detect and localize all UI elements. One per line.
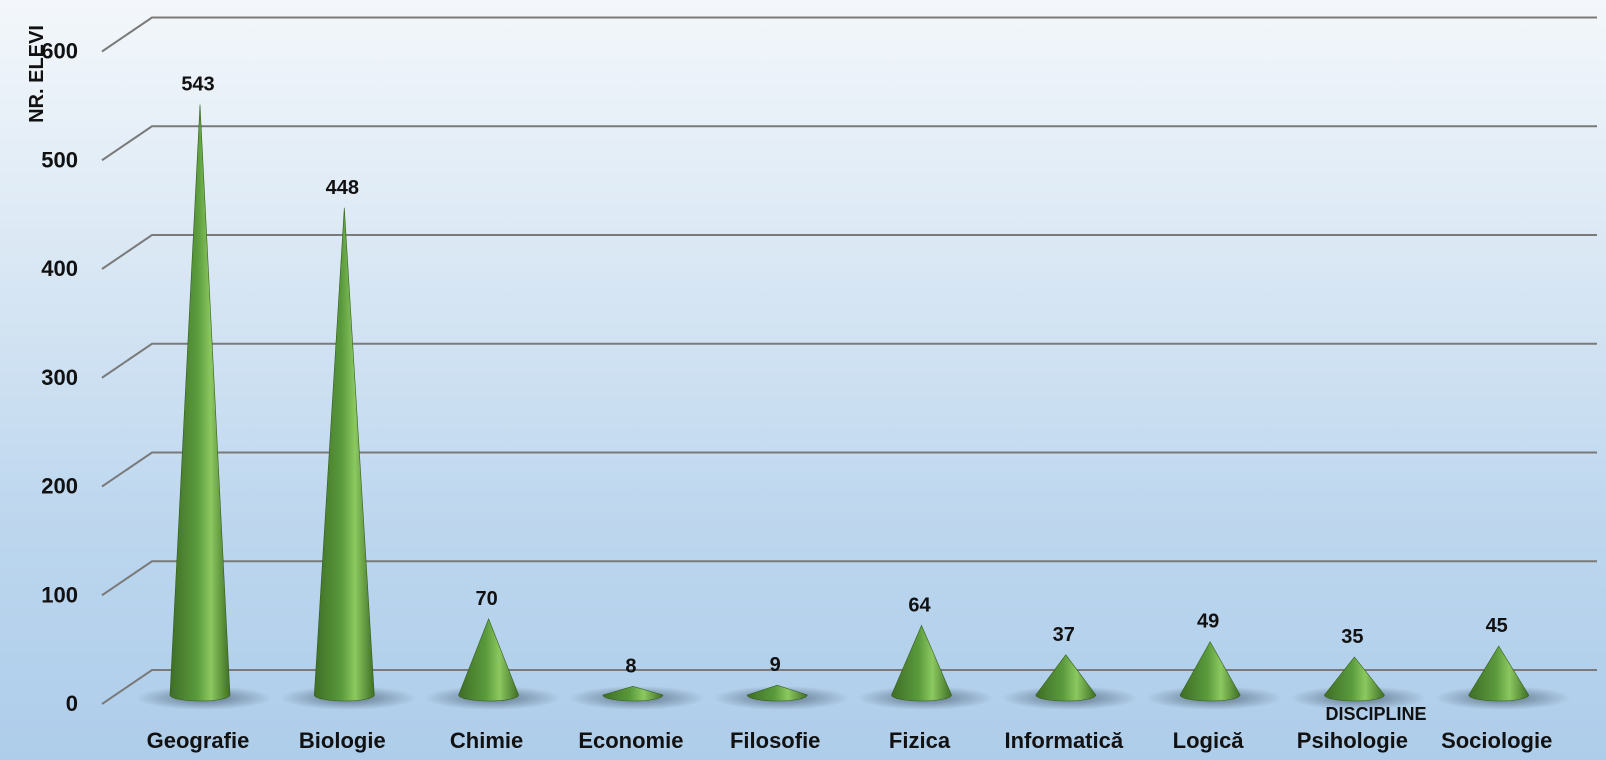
category-label: Logică <box>1173 728 1245 753</box>
cone-informatică <box>1035 654 1097 702</box>
cone-bar <box>1324 656 1385 702</box>
category-label: Informatică <box>1005 728 1124 753</box>
cone-bar <box>1179 641 1241 702</box>
data-labels: 543 448 70 8 9 64 37 49 35 45 <box>181 73 1508 677</box>
data-label: 49 <box>1197 611 1219 633</box>
cone-bar <box>746 684 808 702</box>
y-tick-label: 600 <box>41 39 78 64</box>
category-label: Geografie <box>147 728 250 753</box>
cone-bar <box>602 685 664 702</box>
cone-biologie <box>313 207 375 702</box>
y-tick-label: 500 <box>41 147 78 172</box>
cone-logică <box>1179 641 1241 702</box>
data-label: 64 <box>908 594 931 616</box>
data-label: 543 <box>181 73 214 95</box>
cones <box>169 104 1530 702</box>
data-label: 448 <box>326 177 359 199</box>
category-label: Psihologie <box>1297 728 1408 753</box>
cone-bar <box>458 618 519 702</box>
data-label: 35 <box>1341 626 1363 648</box>
gridline-400 <box>101 234 1597 270</box>
gridline-300 <box>101 342 1597 379</box>
cone-economie <box>602 685 664 702</box>
y-tick-label: 400 <box>41 256 78 281</box>
category-label: Filosofie <box>730 728 820 753</box>
cone-sociologie <box>1468 645 1530 702</box>
category-label: Economie <box>578 728 683 753</box>
y-tick-label: 300 <box>41 365 78 390</box>
cone-chimie <box>458 618 519 702</box>
y-tick-label: 0 <box>66 691 78 716</box>
gridline-600 <box>101 16 1597 53</box>
y-axis-title: NR. ELEVI <box>26 25 48 123</box>
y-axis-ticks: 0 100 200 300 400 500 600 <box>41 39 78 717</box>
x-axis-title: DISCIPLINE <box>1325 704 1426 724</box>
category-label: Chimie <box>450 728 523 753</box>
y-tick-label: 100 <box>41 582 78 607</box>
data-label: 45 <box>1486 615 1508 637</box>
data-label: 37 <box>1053 624 1075 646</box>
gridline-200 <box>101 451 1597 488</box>
cone-bar <box>891 624 952 702</box>
cone-bar <box>1468 645 1530 702</box>
gridline-500 <box>101 125 1597 162</box>
cone-bar <box>169 104 231 702</box>
data-label: 8 <box>625 655 636 677</box>
category-label: Sociologie <box>1441 728 1552 753</box>
gridlines <box>101 16 1597 705</box>
data-label: 70 <box>475 588 497 610</box>
cone-bar <box>1035 654 1097 702</box>
data-label: 9 <box>770 654 781 676</box>
gridline-0 <box>101 669 1597 705</box>
cone-filosofie <box>746 684 808 702</box>
cone-psihologie <box>1324 656 1385 702</box>
cone-bar <box>313 207 375 702</box>
gridline-100 <box>101 560 1597 597</box>
category-label: Fizica <box>889 728 951 753</box>
cone-fizica <box>891 624 952 702</box>
category-label: Biologie <box>299 728 386 753</box>
y-tick-label: 200 <box>41 474 78 499</box>
cone-geografie <box>169 104 231 702</box>
category-labels: Geografie Biologie Chimie Economie Filosofie… <box>147 728 1553 753</box>
